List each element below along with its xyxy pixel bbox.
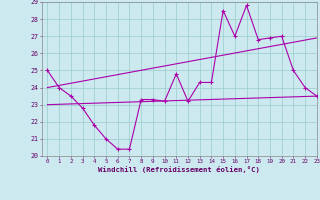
X-axis label: Windchill (Refroidissement éolien,°C): Windchill (Refroidissement éolien,°C)	[98, 166, 260, 173]
